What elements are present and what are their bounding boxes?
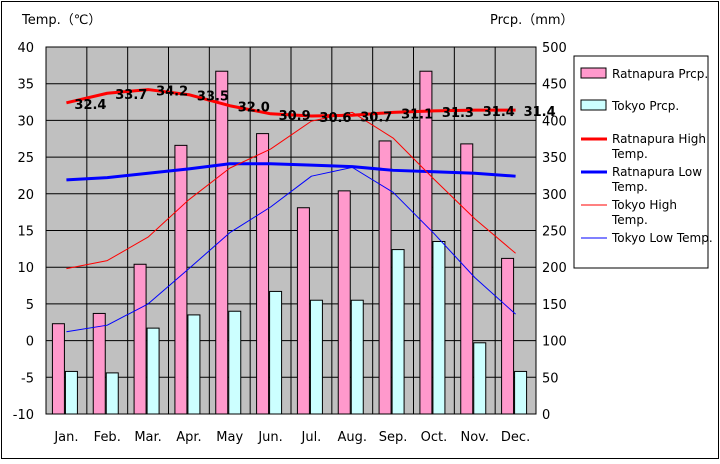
bar-ratnapura-prcp (133, 263, 147, 415)
bar-tokyo-prcp (64, 370, 78, 415)
bar-ratnapura-prcp (51, 323, 65, 415)
data-label: 33.5 (197, 90, 229, 105)
left-tick-label: 15 (17, 225, 34, 240)
bar-tokyo-prcp (391, 249, 405, 415)
x-tick-label: Sep. (379, 430, 408, 445)
data-label: 31.1 (401, 107, 433, 122)
legend-label-line: Temp. (611, 180, 648, 194)
bar-tokyo-prcp (187, 314, 201, 415)
left-tick-label: 25 (17, 151, 34, 166)
right-tick-label: 300 (542, 188, 567, 203)
bar-ratnapura-prcp (337, 190, 351, 415)
legend-label: Tokyo Low Temp. (611, 231, 713, 245)
line-tokyo-low (66, 166, 516, 333)
legend-swatch (580, 67, 607, 79)
x-tick-label: Jun. (257, 430, 282, 445)
x-tick-label: Jul. (301, 430, 322, 445)
data-label: 32.4 (74, 98, 106, 113)
bar-ratnapura-prcp (419, 70, 433, 415)
bar-ratnapura-prcp (174, 144, 188, 415)
data-label: 30.6 (319, 111, 351, 126)
right-tick-label: 400 (542, 114, 567, 129)
bar-tokyo-prcp (473, 342, 487, 415)
left-tick-label: 35 (17, 78, 34, 93)
left-tick-label: -5 (21, 371, 34, 386)
legend-label-line: Tokyo High (611, 198, 677, 212)
right-axis-title: Prcp.（mm） (490, 13, 574, 28)
bar-ratnapura-prcp (92, 312, 106, 415)
bar-tokyo-prcp (514, 370, 528, 415)
bar-tokyo-prcp (105, 372, 119, 415)
legend-label: Ratnapura High Temp. (611, 132, 706, 161)
left-tick-label: 5 (26, 298, 34, 313)
bar-tokyo-prcp (350, 299, 364, 415)
data-label: 31.4 (524, 105, 556, 120)
x-tick-label: Jan. (53, 430, 78, 445)
data-label: 30.9 (279, 109, 311, 124)
bar-tokyo-prcp (228, 310, 242, 415)
legend-label: Tokyo Prcp. (611, 99, 679, 113)
line-ratnapura-low (66, 162, 516, 182)
legend-swatch (580, 99, 607, 111)
left-tick-label: 40 (17, 41, 34, 56)
left-axis-title: Temp.（℃） (21, 13, 101, 28)
x-tick-label: Dec. (501, 430, 530, 445)
right-tick-label: 150 (542, 298, 567, 313)
left-tick-label: -10 (13, 408, 34, 423)
x-tick-label: Nov. (461, 430, 490, 445)
left-tick-label: 10 (17, 261, 34, 276)
legend: Ratnapura Prcp. Tokyo Prcp. Ratnapura High… (573, 55, 713, 269)
data-label: 31.4 (483, 105, 515, 120)
legend-label-line: Ratnapura High (612, 132, 706, 146)
bar-ratnapura-prcp (256, 133, 270, 415)
legend-label: Ratnapura Low Temp. (611, 165, 702, 194)
right-tick-label: 0 (542, 408, 550, 423)
left-tick-label: 0 (26, 335, 34, 350)
left-tick-label: 20 (17, 188, 34, 203)
legend-label-line: Temp. (611, 213, 648, 227)
bar-ratnapura-prcp (378, 140, 392, 415)
line-ratnapura-high (66, 88, 516, 118)
gridlines (46, 47, 536, 414)
bar-ratnapura-prcp (460, 143, 474, 415)
lines (66, 88, 516, 333)
data-label: 31.3 (442, 106, 474, 121)
x-tick-label: Mar. (134, 430, 161, 445)
bar-ratnapura-prcp (296, 207, 310, 415)
legend-label: Tokyo High Temp. (611, 198, 677, 227)
right-tick-label: 450 (542, 78, 567, 93)
x-tick-label: Apr. (176, 430, 201, 445)
right-tick-label: 100 (542, 335, 567, 350)
line-tokyo-high (66, 111, 516, 270)
data-label: 33.7 (115, 88, 147, 103)
bars (51, 70, 528, 415)
x-tick-label: Oct. (421, 430, 448, 445)
right-tick-label: 200 (542, 261, 567, 276)
bar-tokyo-prcp (269, 290, 283, 415)
right-tick-label: 50 (542, 371, 559, 386)
data-label: 32.0 (238, 101, 270, 116)
left-tick-label: 30 (17, 114, 34, 129)
bar-ratnapura-prcp (501, 257, 515, 415)
x-tick-label: Feb. (94, 430, 121, 445)
bar-tokyo-prcp (146, 327, 160, 415)
data-label: 30.7 (360, 110, 392, 125)
bar-tokyo-prcp (432, 241, 446, 415)
data-label: 34.2 (156, 85, 188, 100)
x-tick-label: Aug. (337, 430, 367, 445)
legend-box (573, 55, 709, 269)
right-tick-label: 500 (542, 41, 567, 56)
data-labels: 32.4 33.7 34.2 33.5 32.0 30.9 30.6 30.7 31.1 31.3… (74, 85, 555, 126)
legend-label-line: Ratnapura Low (612, 165, 702, 179)
legend-label: Ratnapura Prcp. (612, 67, 708, 81)
legend-label-line: Temp. (611, 147, 648, 161)
bar-ratnapura-prcp (215, 70, 229, 415)
x-tick-label: May (216, 430, 243, 445)
right-tick-label: 250 (542, 225, 567, 240)
right-tick-label: 350 (542, 151, 567, 166)
bar-tokyo-prcp (309, 299, 323, 415)
